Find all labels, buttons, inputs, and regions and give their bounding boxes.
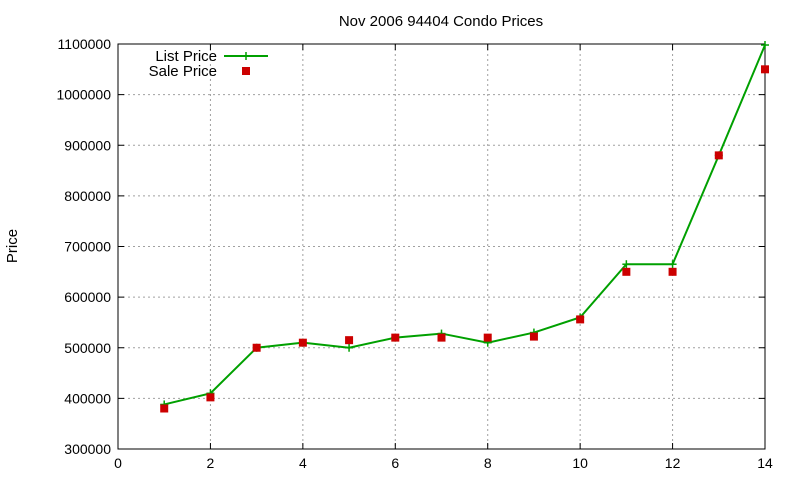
chart-title: Nov 2006 94404 Condo Prices [339, 13, 543, 30]
sale-price-point [576, 315, 585, 324]
y-tick-label: 600000 [64, 289, 111, 305]
y-tick-label: 700000 [64, 239, 111, 255]
sale-price-point [160, 404, 169, 413]
series [160, 41, 769, 413]
legend-sale-price-marker [242, 67, 250, 75]
y-tick-label: 800000 [64, 188, 111, 204]
sale-price-point [668, 267, 677, 276]
sale-price-point [622, 267, 631, 276]
y-tick-label: 400000 [64, 390, 111, 406]
legend-label-sale-price: Sale Price [149, 63, 217, 80]
y-tick-label: 1000000 [56, 87, 111, 103]
sale-price-point [437, 333, 446, 342]
sale-price-point [529, 332, 538, 341]
legend-list-price-marker [242, 52, 250, 60]
sale-price-point [298, 338, 307, 347]
sale-price-point [252, 343, 261, 352]
x-tick-label: 12 [665, 455, 681, 471]
list-price-point [761, 41, 769, 50]
x-tick-label: 4 [299, 455, 307, 471]
sale-price-point [345, 336, 354, 345]
list-price-point [622, 260, 631, 269]
sale-price-point [206, 393, 215, 402]
legend-symbol-sale-price [242, 67, 250, 75]
y-tick-label: 500000 [64, 340, 111, 356]
x-tick-label: 10 [572, 455, 588, 471]
sale-price-point [761, 65, 769, 74]
sale-price-point [391, 333, 400, 342]
y-tick-label: 1100000 [58, 36, 112, 52]
legend: List Price Sale Price [149, 48, 268, 80]
y-axis-label: Price [4, 229, 21, 263]
list-price-point [668, 260, 677, 269]
axis-ticks: 0 2 4 6 8 10 12 14 300000 400000 500000 600000 70000… [56, 36, 773, 471]
list-price-line [163, 44, 766, 406]
y-tick-label: 300000 [64, 441, 111, 457]
x-tick-label: 8 [484, 455, 492, 471]
x-tick-label: 0 [114, 455, 122, 471]
y-tick-label: 900000 [64, 137, 111, 153]
sale-price-point [483, 333, 492, 342]
sale-price-point [714, 151, 723, 160]
x-tick-label: 6 [391, 455, 399, 471]
legend-label-list-price: List Price [155, 48, 217, 65]
x-tick-label: 14 [757, 455, 773, 471]
legend-symbol-list-price [224, 52, 268, 60]
x-tick-label: 2 [207, 455, 215, 471]
list-price-point [345, 343, 354, 352]
